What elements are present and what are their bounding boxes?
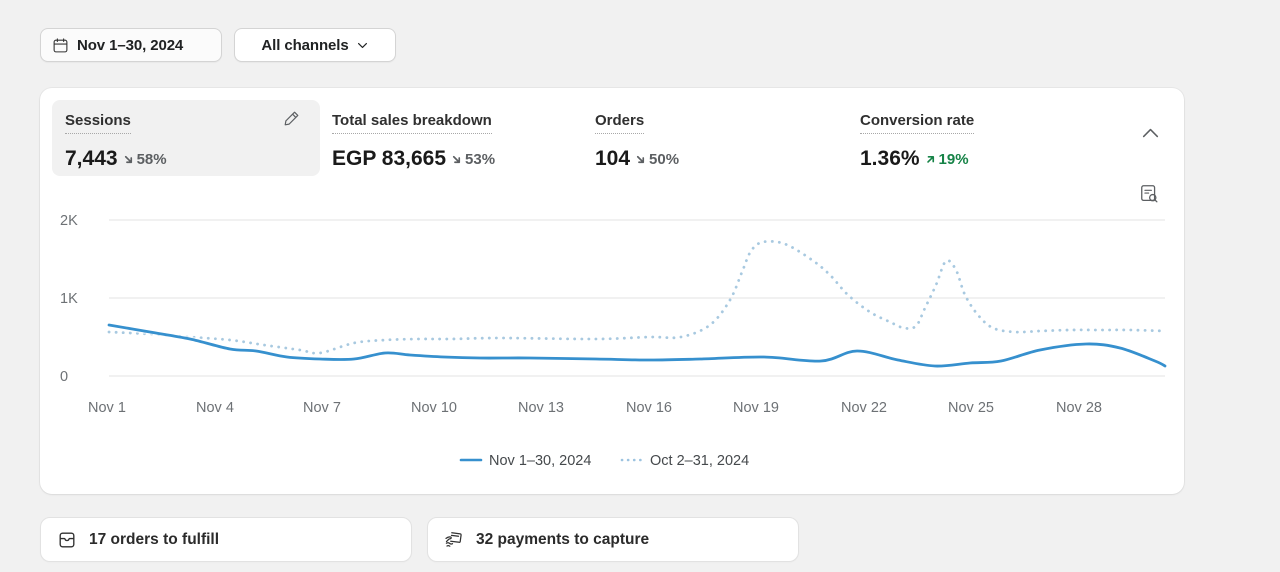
svg-text:Nov 16: Nov 16 [626, 400, 672, 416]
svg-text:Nov 1: Nov 1 [88, 400, 126, 416]
svg-text:Nov 22: Nov 22 [841, 400, 887, 416]
svg-text:0: 0 [60, 369, 68, 385]
svg-text:Nov 7: Nov 7 [303, 400, 341, 416]
svg-text:Nov 19: Nov 19 [733, 400, 779, 416]
svg-text:Oct 2–31, 2024: Oct 2–31, 2024 [650, 453, 749, 469]
svg-text:Nov 1–30, 2024: Nov 1–30, 2024 [489, 453, 591, 469]
svg-text:Nov 13: Nov 13 [518, 400, 564, 416]
svg-text:Nov 4: Nov 4 [196, 400, 234, 416]
svg-text:2K: 2K [60, 213, 78, 229]
svg-text:1K: 1K [60, 291, 78, 307]
svg-text:Nov 25: Nov 25 [948, 400, 994, 416]
svg-text:Nov 10: Nov 10 [411, 400, 457, 416]
svg-text:Nov 28: Nov 28 [1056, 400, 1102, 416]
